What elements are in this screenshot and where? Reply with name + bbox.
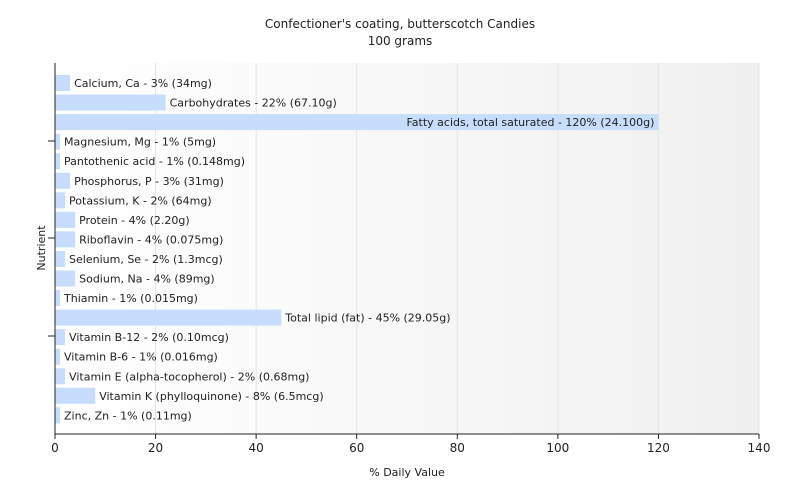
bars-group	[55, 75, 659, 424]
bar-label: Calcium, Ca - 3% (34mg)	[74, 77, 212, 90]
bar-label: Selenium, Se - 2% (1.3mcg)	[69, 253, 223, 266]
bar-label: Vitamin E (alpha-tocopherol) - 2% (0.68m…	[69, 370, 309, 383]
x-tick-label: 60	[349, 441, 364, 455]
bar	[55, 114, 659, 131]
bar	[55, 192, 66, 209]
bar-label: Potassium, K - 2% (64mg)	[69, 194, 212, 207]
bar	[55, 329, 66, 346]
x-tick-label: 140	[748, 441, 771, 455]
x-tick-label: 0	[51, 441, 59, 455]
bar-label: Vitamin K (phylloquinone) - 8% (6.5mcg)	[99, 390, 323, 403]
bar-label: Vitamin B-12 - 2% (0.10mcg)	[69, 331, 229, 344]
bar	[55, 348, 61, 365]
bar	[55, 133, 61, 150]
x-axis-label: % Daily Value	[369, 466, 445, 479]
bar	[55, 211, 76, 228]
bar	[55, 387, 96, 404]
y-axis-ticks	[48, 140, 55, 337]
chart-subtitle: 100 grams	[368, 34, 433, 48]
bar-label: Protein - 4% (2.20g)	[79, 214, 190, 227]
bar	[55, 290, 61, 307]
bar	[55, 270, 76, 287]
x-tick-label: 80	[450, 441, 465, 455]
x-tick-label: 40	[249, 441, 264, 455]
bar-label: Carbohydrates - 22% (67.10g)	[170, 97, 337, 110]
bar-label: Sodium, Na - 4% (89mg)	[79, 273, 215, 286]
y-axis-label: Nutrient	[35, 225, 48, 271]
bar-label: Thiamin - 1% (0.015mg)	[63, 292, 198, 305]
bar-label: Total lipid (fat) - 45% (29.05g)	[284, 312, 450, 325]
bar-label: Magnesium, Mg - 1% (5mg)	[64, 136, 216, 149]
bar	[55, 309, 282, 326]
x-tick-label: 120	[647, 441, 670, 455]
bar-label: Zinc, Zn - 1% (0.11mg)	[64, 409, 192, 422]
chart-title: Confectioner's coating, butterscotch Can…	[265, 17, 535, 31]
bar	[55, 75, 71, 91]
bar	[55, 172, 71, 189]
bar	[55, 153, 61, 170]
x-tick-label: 100	[546, 441, 569, 455]
bar-label: Vitamin B-6 - 1% (0.016mg)	[64, 351, 218, 364]
bar	[55, 250, 66, 267]
bar-label: Riboflavin - 4% (0.075mg)	[79, 233, 223, 246]
bar	[55, 231, 76, 248]
bar-labels-group: Calcium, Ca - 3% (34mg) Carbohydrates - 2…	[63, 77, 654, 422]
bar-label: Fatty acids, total saturated - 120% (24.…	[406, 116, 654, 129]
bar-label: Pantothenic acid - 1% (0.148mg)	[64, 155, 245, 168]
bar	[55, 368, 66, 385]
x-tick-label: 20	[148, 441, 163, 455]
x-axis-ticks: 0 20 40 60 80 100 120 140	[51, 434, 770, 455]
bar-label: Phosphorus, P - 3% (31mg)	[74, 175, 224, 188]
bar	[55, 94, 166, 111]
bar	[55, 407, 61, 424]
